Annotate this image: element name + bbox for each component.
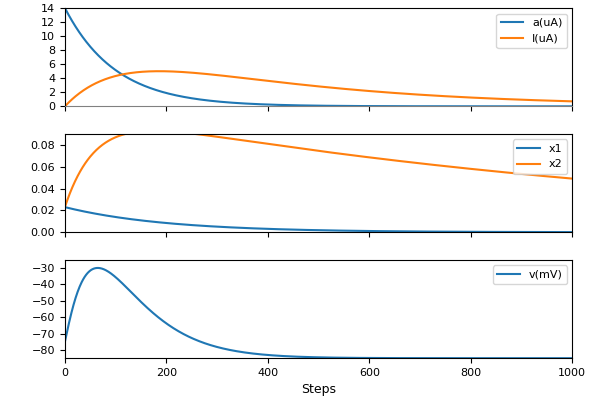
v(mV) [165,322,172,327]
a(uA) [61,6,68,10]
x2 [476,168,483,172]
v(mV) [476,356,483,361]
Line: a(uA): a(uA) [65,8,572,106]
x1 [569,230,576,234]
Line: x2: x2 [65,131,572,207]
v(mV) [94,265,101,270]
x2 [165,129,172,134]
Legend: a(uA), I(uA): a(uA), I(uA) [496,14,567,48]
I(uA) [476,96,483,100]
I(uA) [156,69,163,74]
v(mV) [61,339,68,344]
x1 [544,230,551,234]
a(uA) [92,51,99,55]
Legend: v(mV): v(mV) [493,265,567,284]
I(uA) [510,97,517,102]
x1 [476,230,483,234]
x2 [150,129,157,133]
I(uA) [569,99,576,104]
a(uA) [544,104,551,109]
x2 [457,166,464,170]
Line: x1: x1 [65,207,572,232]
v(mV) [545,356,552,361]
x1 [510,230,517,234]
x2 [545,174,552,179]
v(mV) [569,356,576,361]
x2 [569,176,576,181]
x1 [457,229,464,234]
I(uA) [457,95,464,100]
I(uA) [61,104,68,109]
x1 [61,205,68,209]
Line: v(mV): v(mV) [65,268,572,358]
v(mV) [457,356,464,361]
Line: I(uA): I(uA) [65,71,572,106]
v(mV) [510,356,517,361]
a(uA) [510,104,517,109]
I(uA) [545,98,552,103]
x1 [92,211,99,216]
a(uA) [569,104,576,109]
v(mV) [92,266,99,271]
X-axis label: Steps: Steps [301,384,336,396]
I(uA) [165,69,172,74]
x1 [165,221,172,226]
a(uA) [165,91,172,96]
a(uA) [476,104,483,109]
x2 [92,148,99,153]
I(uA) [92,81,99,86]
Legend: x1, x2: x1, x2 [513,139,567,174]
x2 [510,171,517,176]
x2 [61,205,68,209]
a(uA) [457,104,464,109]
